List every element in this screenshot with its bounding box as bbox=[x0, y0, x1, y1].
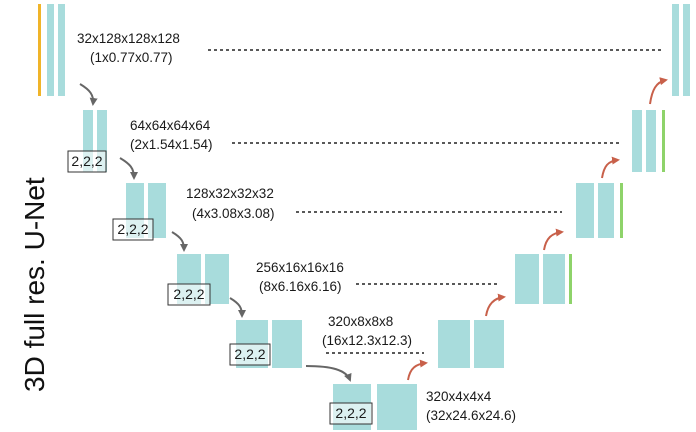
decoder-block bbox=[576, 183, 594, 238]
downsample-arrow bbox=[229, 297, 246, 318]
encoder-block bbox=[272, 320, 302, 368]
stride-label: 2,2,2 bbox=[173, 286, 204, 302]
level-shape-label: 320x4x4x4 bbox=[426, 389, 492, 404]
level-shape-label: 64x64x64x64 bbox=[130, 118, 211, 133]
stride-box: 2,2,2 bbox=[229, 343, 271, 366]
input-bar bbox=[38, 4, 41, 96]
upsample-arrow bbox=[485, 293, 506, 317]
bottleneck-block bbox=[377, 384, 417, 430]
decoder-block bbox=[646, 110, 656, 172]
encoder-block bbox=[47, 4, 54, 96]
stride-box: 2,2,2 bbox=[67, 150, 107, 173]
encoder-block bbox=[83, 110, 93, 172]
decoder-block bbox=[515, 254, 539, 304]
output-bar bbox=[569, 254, 572, 304]
upsample-arrow bbox=[543, 228, 564, 251]
stride-box: 2,2,2 bbox=[112, 218, 154, 241]
stride-label: 2,2,2 bbox=[117, 221, 148, 237]
downsample-arrow bbox=[171, 231, 188, 252]
level-spacing-label: (4x3.08x3.08) bbox=[192, 206, 275, 221]
upsample-arrow bbox=[407, 359, 428, 381]
downsample-arrow bbox=[119, 157, 138, 180]
decoder-block bbox=[438, 320, 470, 368]
level-spacing-label: (16x12.3x12.3) bbox=[322, 333, 412, 348]
network-title: 3D full res. U-Net bbox=[19, 177, 50, 392]
level-shape-label: 128x32x32x32 bbox=[186, 186, 274, 201]
decoder-block bbox=[672, 4, 679, 96]
level-shape-label: 320x8x8x8 bbox=[328, 314, 393, 329]
stride-box: 2,2,2 bbox=[167, 283, 211, 306]
downsample-arrow bbox=[305, 365, 352, 382]
level-shape-label: 32x128x128x128 bbox=[77, 31, 180, 46]
output-bar bbox=[662, 110, 665, 172]
encoder-block bbox=[58, 4, 65, 96]
decoder-block bbox=[683, 4, 690, 96]
stride-label: 2,2,2 bbox=[234, 346, 265, 362]
encoder-block bbox=[97, 110, 107, 172]
decoder-block bbox=[632, 110, 642, 172]
stride-box: 2,2,2 bbox=[329, 402, 373, 425]
upsample-arrow bbox=[601, 156, 620, 179]
decoder-block bbox=[543, 254, 565, 304]
level-spacing-label: (8x6.16x6.16) bbox=[259, 279, 342, 294]
level-spacing-label: (2x1.54x1.54) bbox=[130, 137, 213, 152]
level-shape-label: 256x16x16x16 bbox=[256, 260, 344, 275]
output-bar bbox=[620, 183, 623, 238]
level-spacing-label: (32x24.6x24.6) bbox=[426, 408, 516, 423]
decoder-block bbox=[598, 183, 614, 238]
decoder-block bbox=[474, 320, 504, 368]
stride-label: 2,2,2 bbox=[335, 405, 366, 421]
upsample-arrow bbox=[649, 77, 668, 105]
level-spacing-label: (1x0.77x0.77) bbox=[90, 50, 173, 65]
downsample-arrow bbox=[79, 83, 98, 106]
stride-label: 2,2,2 bbox=[71, 153, 102, 169]
